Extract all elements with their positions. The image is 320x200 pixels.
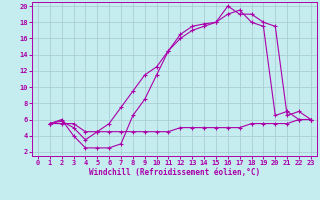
X-axis label: Windchill (Refroidissement éolien,°C): Windchill (Refroidissement éolien,°C): [89, 168, 260, 177]
